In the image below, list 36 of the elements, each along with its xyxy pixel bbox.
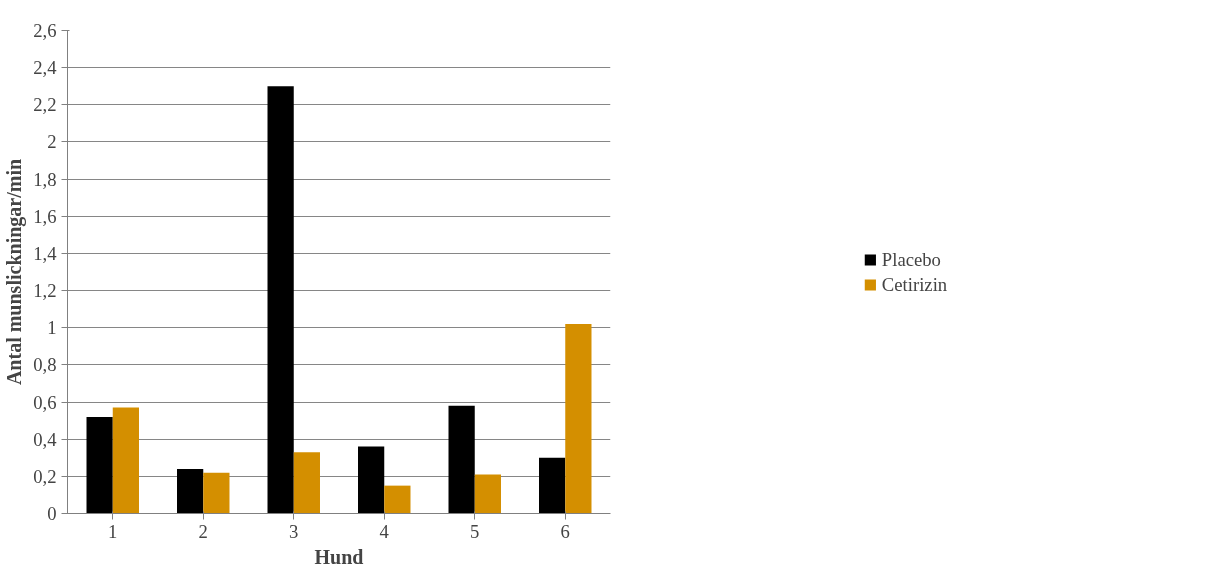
bar [293, 452, 320, 514]
bar [86, 416, 113, 514]
bar [474, 474, 501, 514]
bar [539, 457, 566, 514]
y-tick-label: 1,2 [33, 280, 57, 302]
x-tick-label: 4 [379, 520, 390, 542]
bar [384, 485, 411, 514]
bar [358, 446, 385, 514]
bar [112, 407, 139, 514]
y-tick-label: 0,2 [33, 465, 57, 487]
bar [267, 86, 294, 514]
bar [203, 472, 230, 514]
y-tick-label: 2,2 [33, 94, 57, 116]
y-tick-label: 1,6 [33, 205, 57, 227]
legend-label: Placebo [881, 248, 941, 270]
y-axis-title: Antal munslickningar/min [3, 158, 27, 386]
y-tick-label: 2,4 [33, 57, 58, 79]
y-tick-label: 1 [47, 317, 57, 339]
bar [448, 405, 475, 514]
y-tick-label: 2 [47, 131, 57, 153]
y-tick-label: 0,4 [33, 428, 58, 450]
x-tick-label: 5 [470, 520, 480, 542]
y-tick-label: 0,6 [33, 391, 57, 413]
x-tick-label: 6 [560, 520, 570, 542]
bar [565, 324, 592, 514]
legend-label: Cetirizin [881, 273, 948, 295]
bar [177, 468, 204, 514]
x-tick-label: 3 [289, 520, 299, 542]
y-tick-label: 1,4 [33, 242, 58, 264]
x-tick-label: 2 [198, 520, 208, 542]
y-tick-label: 1,8 [33, 168, 57, 190]
y-tick-label: 2,6 [33, 20, 57, 41]
x-tick-label: 1 [108, 520, 118, 542]
y-tick-label: 0,8 [33, 354, 57, 376]
x-axis-title: Hund [314, 545, 364, 568]
y-tick-label: 0 [47, 503, 57, 524]
